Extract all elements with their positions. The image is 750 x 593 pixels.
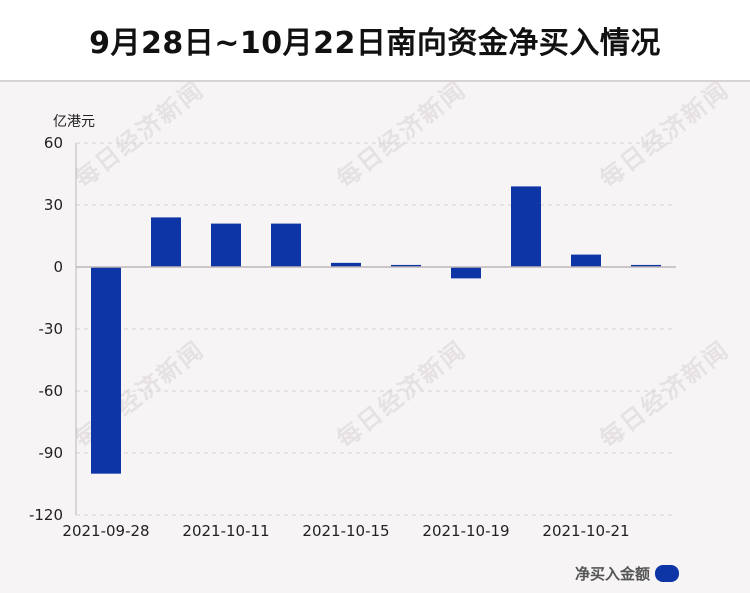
bar — [391, 264, 421, 267]
y-tick-label: -120 — [29, 506, 63, 524]
legend-label: 净买入金额 — [575, 565, 651, 583]
y-tick-label: 0 — [53, 258, 63, 276]
bar — [271, 223, 301, 267]
x-tick-label: 2021-10-21 — [542, 522, 629, 540]
y-tick-label: -60 — [39, 382, 64, 400]
header: 9月28日~10月22日南向资金净买入情况 — [0, 0, 750, 82]
bar — [511, 186, 541, 267]
x-tick-label: 2021-10-19 — [422, 522, 509, 540]
legend: 净买入金额 — [575, 563, 680, 584]
x-tick-label: 2021-10-11 — [182, 522, 269, 540]
bar — [91, 267, 121, 474]
chart-title: 9月28日~10月22日南向资金净买入情况 — [89, 26, 661, 61]
y-tick-label: -30 — [39, 320, 64, 338]
y-tick-label: -90 — [39, 444, 64, 462]
y-tick-label: 30 — [44, 196, 63, 214]
bar — [451, 267, 481, 279]
x-tick-label: 2021-09-28 — [62, 522, 149, 540]
bar — [211, 223, 241, 267]
bar — [331, 262, 361, 267]
x-tick-label: 2021-10-15 — [302, 522, 389, 540]
legend-swatch — [655, 565, 680, 582]
bar — [631, 264, 661, 267]
y-tick-label: 60 — [44, 134, 63, 152]
bar — [571, 254, 601, 267]
y-axis-label: 亿港元 — [53, 114, 95, 130]
bar — [151, 217, 181, 267]
